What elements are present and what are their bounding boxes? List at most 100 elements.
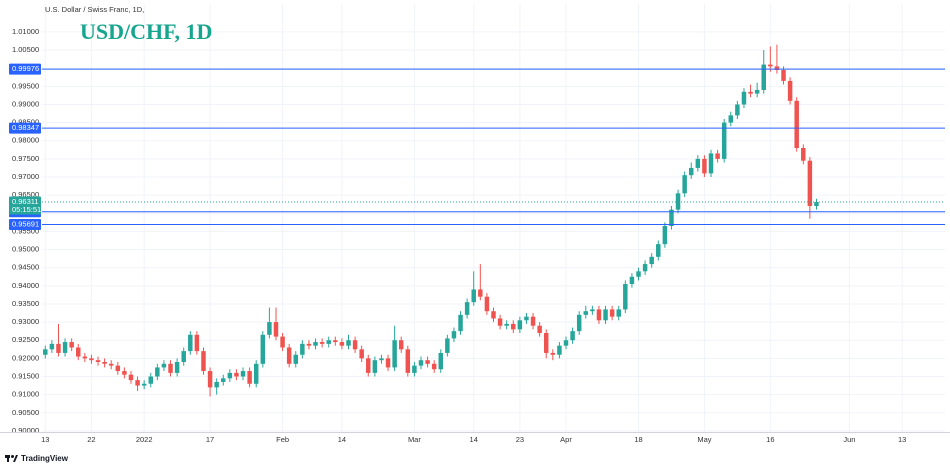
x-tick-label: Mar <box>408 435 421 444</box>
candle-body <box>168 363 173 373</box>
candle-body <box>69 342 74 348</box>
x-tick-label: 2022 <box>136 435 153 444</box>
candle-body <box>108 363 114 366</box>
candle-body <box>82 356 88 359</box>
candle-body <box>550 352 556 355</box>
candle-body <box>801 147 806 161</box>
marks-layer <box>43 44 819 397</box>
x-tick-label: 14 <box>470 435 478 444</box>
candle-body <box>418 360 424 366</box>
candle-body <box>695 158 701 168</box>
candle-body <box>807 160 813 207</box>
candle-body <box>333 340 338 343</box>
candle-body <box>774 66 780 71</box>
candle-body <box>636 271 641 277</box>
candle-body <box>188 334 193 352</box>
y-tick-label: 0.91500 <box>12 371 39 380</box>
candle-body <box>656 244 661 257</box>
candle-body <box>464 302 470 315</box>
candle-body <box>471 289 476 303</box>
x-tick-label: Apr <box>560 435 572 444</box>
candle-body <box>761 64 766 90</box>
candle-body <box>240 371 246 377</box>
overlay-layer: 0.999760.983470.960440.956910.9631105:15… <box>9 63 945 230</box>
y-tick-label: 0.94500 <box>12 263 39 272</box>
candle-body <box>155 367 160 377</box>
price-level-label: 0.99976 <box>12 64 39 73</box>
candle-body <box>234 372 239 377</box>
candle-body <box>669 209 674 226</box>
candle-body <box>557 345 562 355</box>
candle-body <box>623 284 628 310</box>
price-level-label: 0.95691 <box>12 219 39 228</box>
candle-body <box>708 153 714 174</box>
y-tick-label: 0.95500 <box>12 226 39 235</box>
countdown-label: 05:15:51 <box>12 205 41 214</box>
candle-body <box>181 351 186 362</box>
candle-body <box>721 122 727 159</box>
candle-body <box>511 323 516 330</box>
candle-body <box>214 381 219 388</box>
candle-body <box>596 309 602 321</box>
candle-body <box>491 311 496 319</box>
candle-body <box>313 342 318 346</box>
grid-layer: 0.90000 0.90500 0.91000 0.91500 0.92000 0.925… <box>12 4 945 444</box>
candle-body <box>260 334 266 364</box>
candle-body <box>161 363 167 368</box>
candle-body <box>346 340 351 346</box>
candle-body <box>76 347 81 357</box>
y-tick-label: 0.90500 <box>12 408 39 417</box>
brand-logo <box>5 455 18 462</box>
candle-body <box>194 334 200 352</box>
candle-body <box>306 343 312 346</box>
chart-title: USD/CHF, 1D <box>80 19 212 44</box>
candle-body <box>768 64 773 67</box>
current-price-label: 0.96311 <box>12 197 39 206</box>
x-tick-label: 23 <box>516 435 524 444</box>
candle-body <box>438 352 444 370</box>
y-tick-label: 0.95000 <box>12 245 39 254</box>
candle-body <box>280 336 285 348</box>
x-tick-label: 18 <box>634 435 642 444</box>
y-tick-label: 1.00500 <box>12 45 39 54</box>
candle-body <box>43 349 48 355</box>
current-price-tag <box>9 196 41 215</box>
candle-body <box>135 380 140 386</box>
candle-body <box>115 365 121 372</box>
candle-body <box>735 104 740 116</box>
candle-body <box>385 358 391 368</box>
candle-body <box>201 351 206 372</box>
y-tick-label: 0.90000 <box>12 426 39 435</box>
candle-body <box>379 358 384 361</box>
candle-body <box>148 376 153 384</box>
y-tick-label: 1.01000 <box>12 27 39 36</box>
candle-body <box>682 175 687 194</box>
x-tick-label: Jun <box>843 435 855 444</box>
candle-body <box>405 349 411 373</box>
candle-body <box>293 354 299 364</box>
candle-body <box>128 374 134 381</box>
candle-body <box>583 311 589 315</box>
candle-body <box>524 316 529 321</box>
candle-body <box>748 91 753 94</box>
candle-body <box>300 343 305 355</box>
candle-body <box>89 358 94 361</box>
candle-body <box>286 347 292 364</box>
candle-body <box>372 360 378 373</box>
candle-body <box>609 309 615 317</box>
y-tick-label: 0.99500 <box>12 81 39 90</box>
brand-name: TradingView <box>21 454 69 463</box>
candle-body <box>543 332 549 353</box>
candle-body <box>398 340 404 350</box>
candle-body <box>662 225 668 245</box>
candle-body <box>781 70 786 81</box>
y-tick-label: 0.93000 <box>12 317 39 326</box>
candle-body <box>207 371 213 388</box>
candle-body <box>458 314 463 332</box>
candle-body <box>267 322 272 335</box>
candle-body <box>319 342 325 344</box>
price-level-tag <box>9 63 41 75</box>
y-tick-label: 0.98000 <box>12 136 39 145</box>
x-tick-label: 14 <box>338 435 346 444</box>
candle-body <box>122 371 127 375</box>
